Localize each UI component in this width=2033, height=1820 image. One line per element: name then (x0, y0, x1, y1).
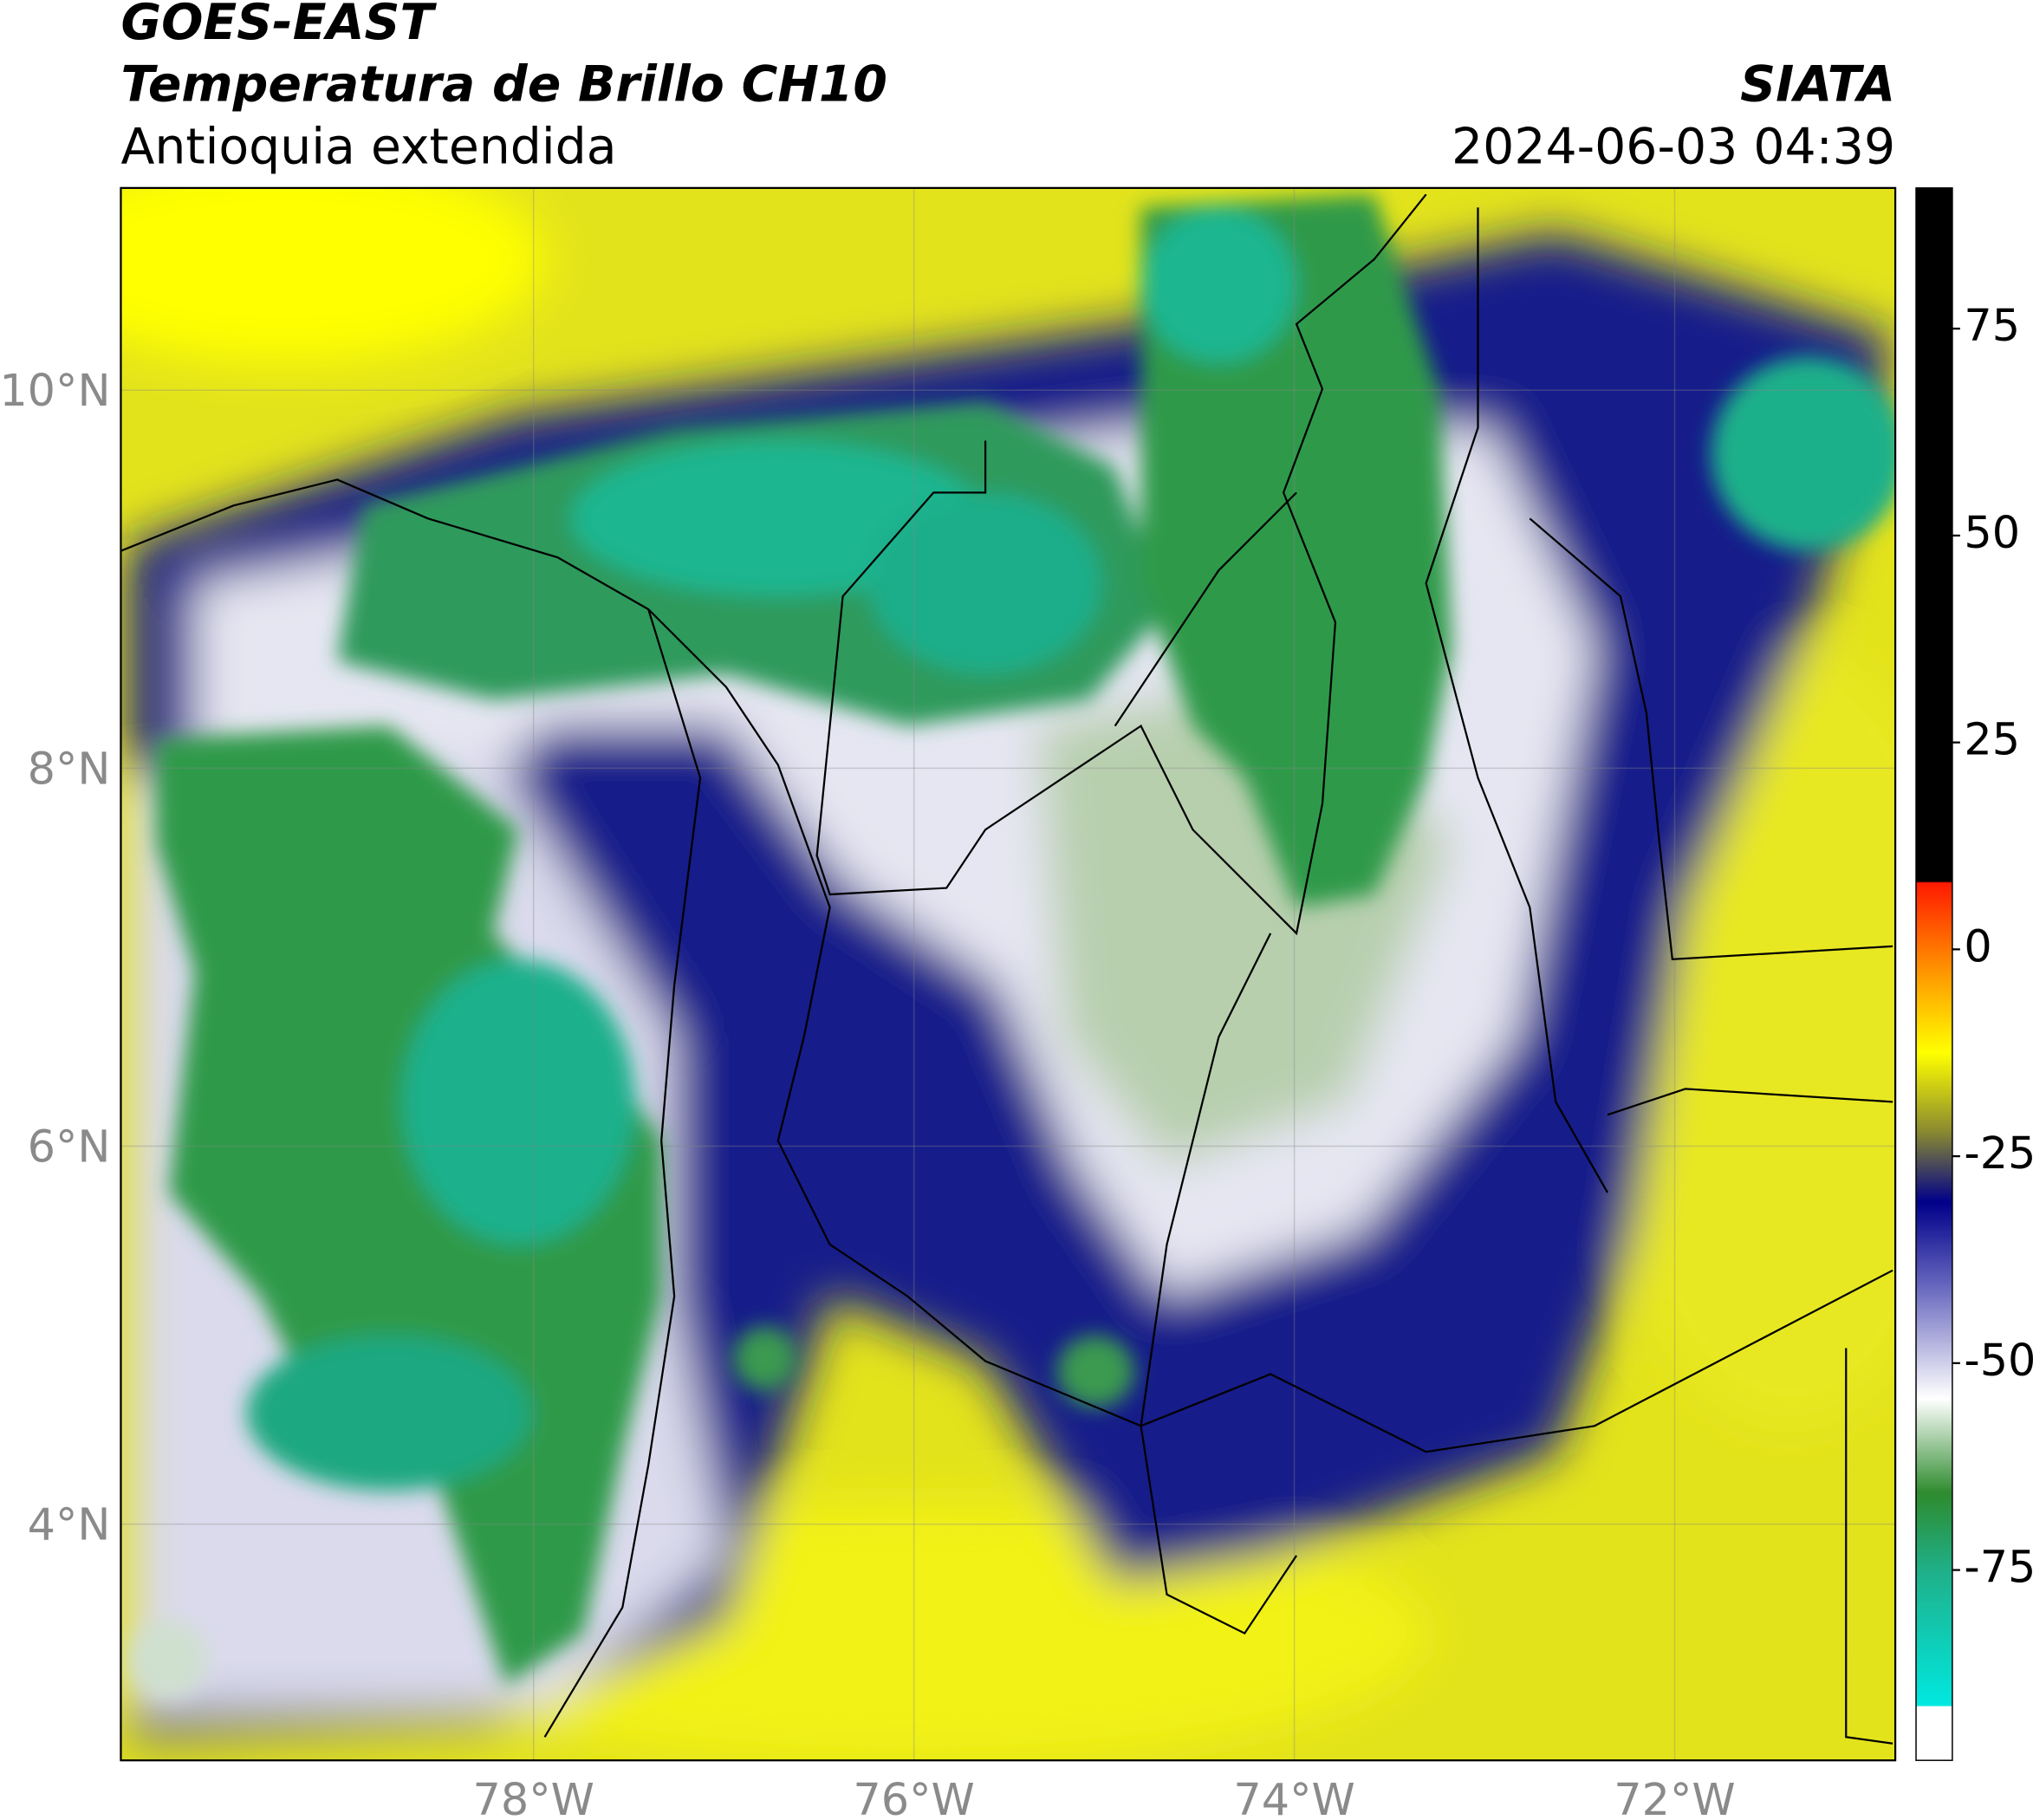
datetime: 2024-06-03 04:39 (1452, 118, 1895, 175)
satellite-image (120, 187, 1896, 1761)
colorbar-tick-label: 0 (1964, 920, 1991, 972)
colorbar-tick-label: -75 (1964, 1542, 2033, 1593)
colorbar-tick-label: 50 (1964, 507, 2020, 558)
borders (120, 193, 1893, 1745)
lon-tick-label: 78°W (472, 1774, 594, 1820)
title: GOES-EAST (120, 0, 437, 51)
lon-tick-label: 74°W (1233, 1774, 1354, 1820)
colorbar (1915, 187, 1953, 1761)
colorbar-tick-label: -50 (1964, 1335, 2033, 1386)
subtitle: Temperatura de Brillo CH10 (120, 56, 887, 114)
source: SIATA (1740, 56, 1895, 114)
map-frame (120, 186, 1897, 1762)
lon-tick-label: 76°W (853, 1774, 974, 1820)
lat-tick-label: 10°N (0, 365, 110, 416)
lon-tick-label: 72°W (1614, 1774, 1735, 1820)
colorbar-tick-label: 75 (1964, 300, 2020, 351)
colorbar-tick-label: 25 (1964, 714, 2020, 765)
lat-tick-label: 8°N (28, 743, 111, 794)
colorbar-tick-label: -25 (1964, 1128, 2033, 1179)
lat-tick-label: 4°N (28, 1499, 111, 1550)
lat-tick-label: 6°N (28, 1121, 111, 1172)
region: Antioquia extendida (120, 118, 616, 175)
